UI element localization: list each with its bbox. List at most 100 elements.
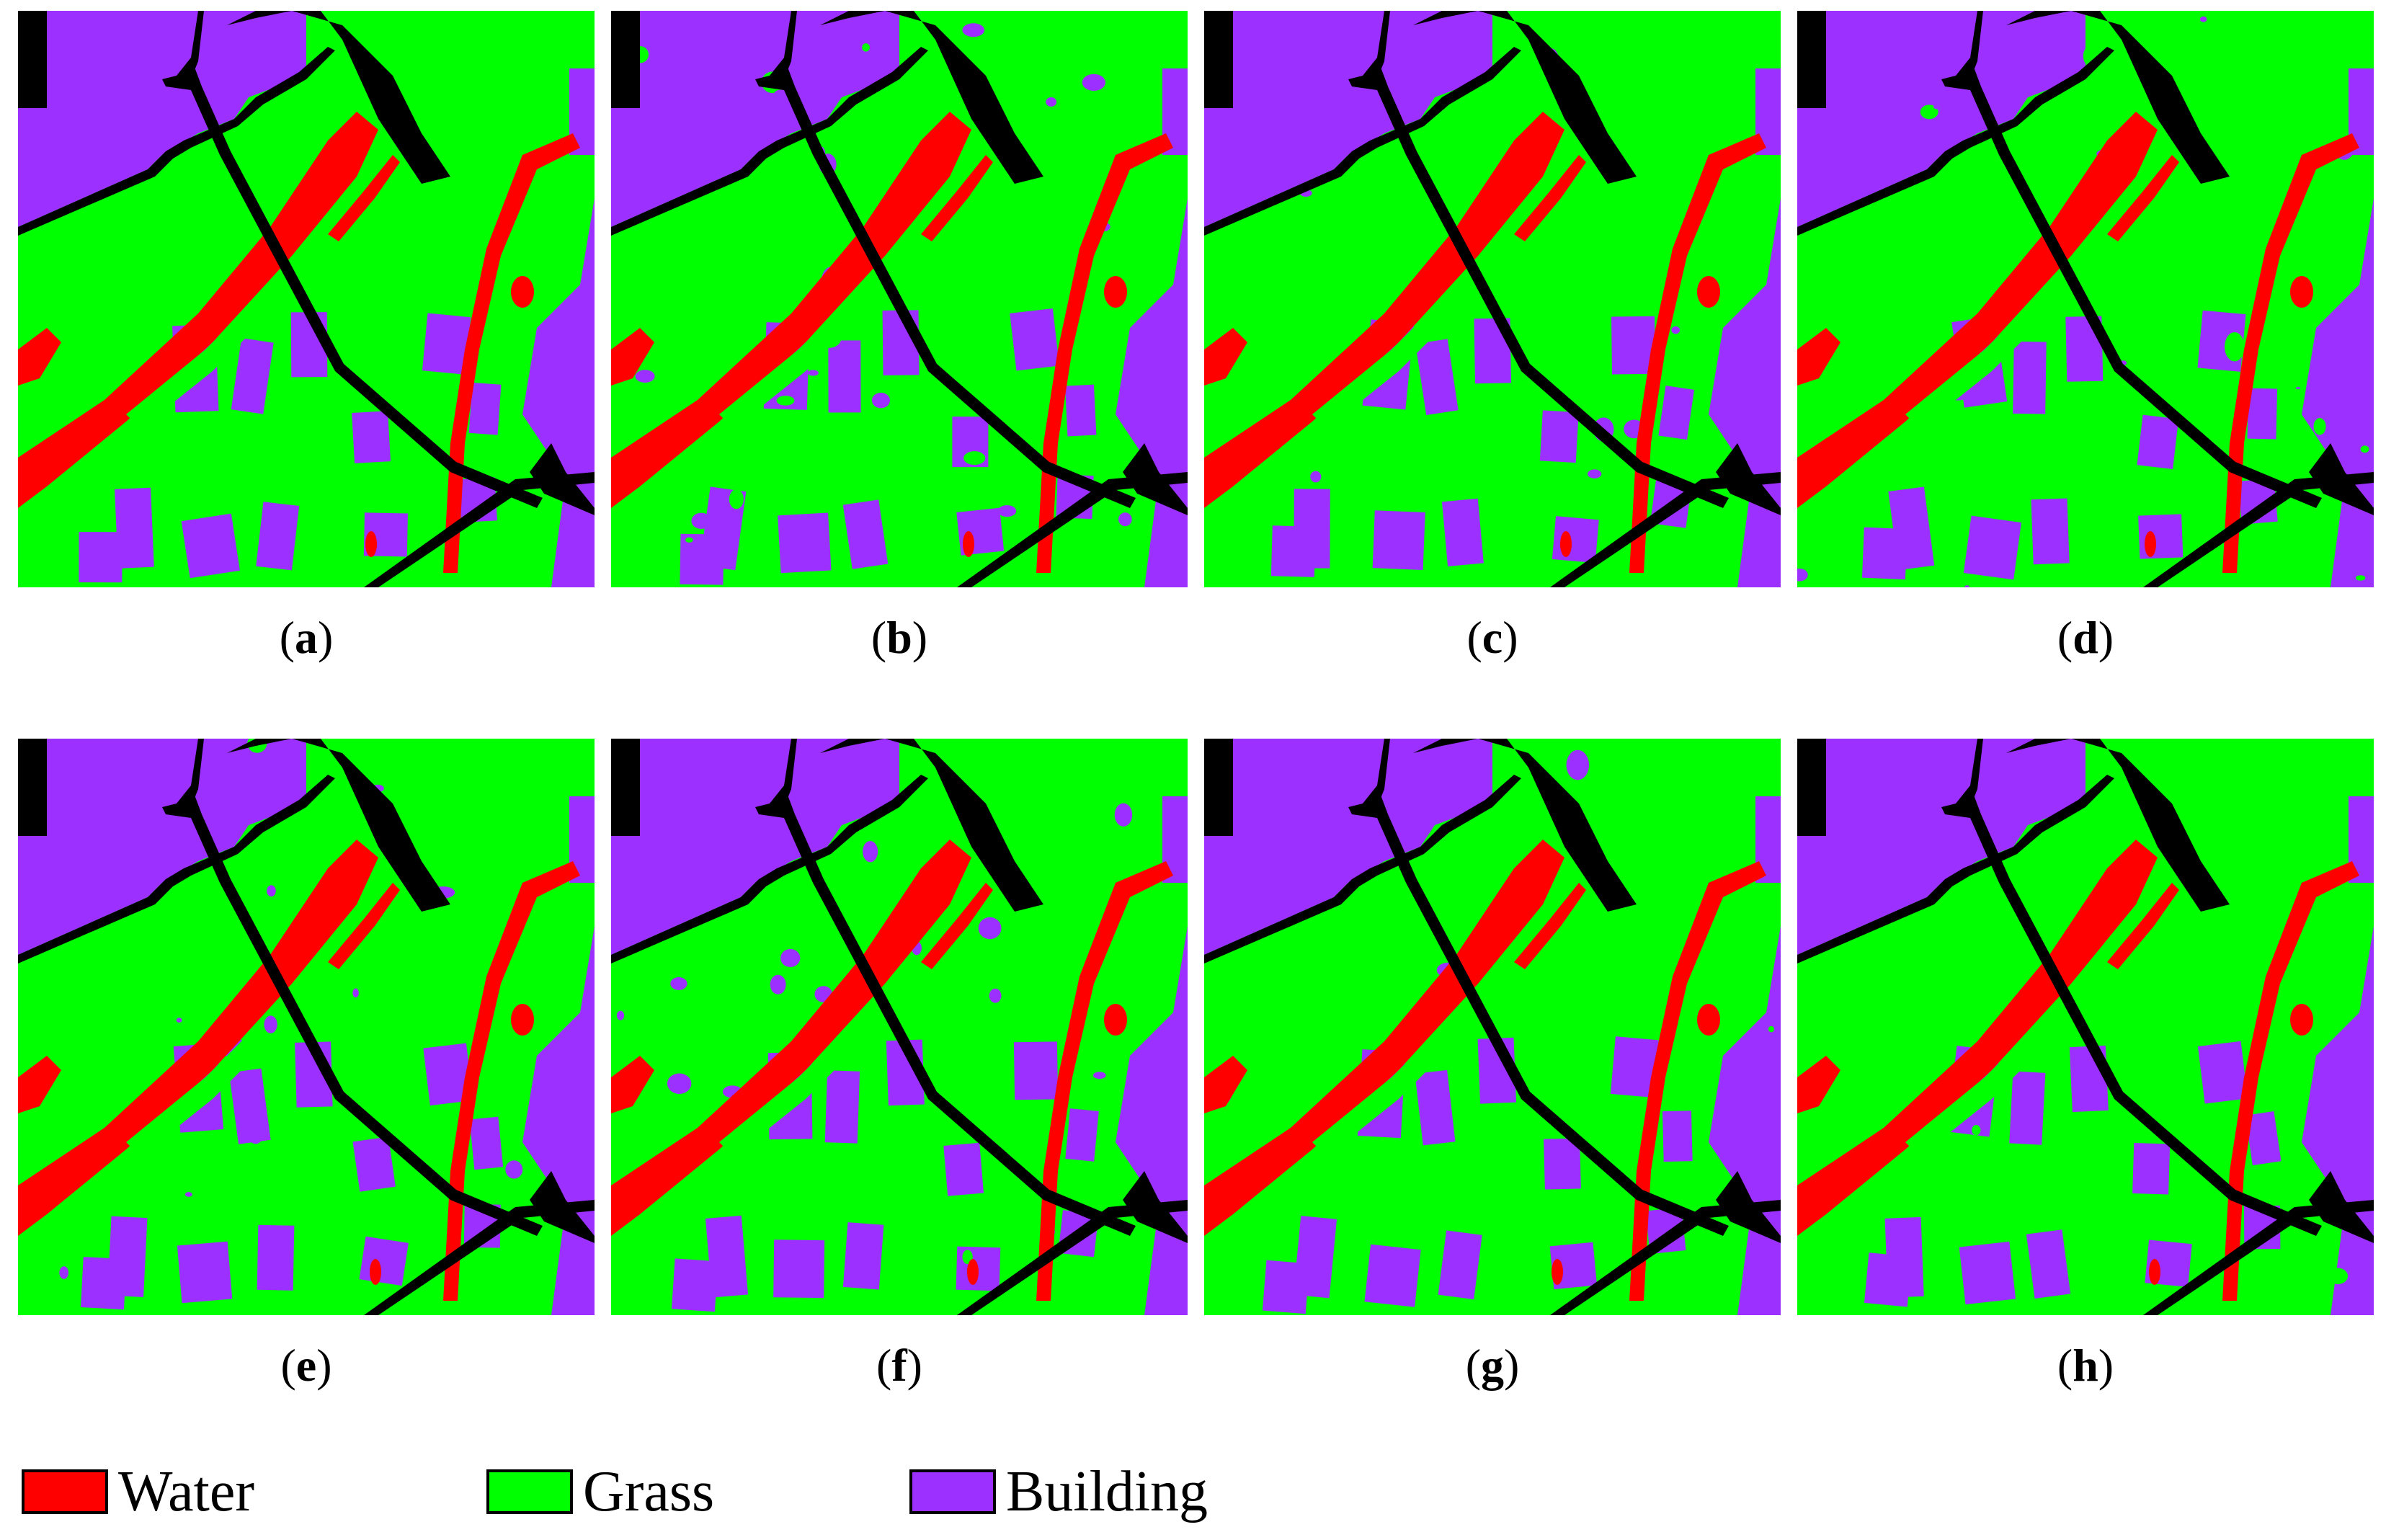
noise-patch	[267, 885, 276, 897]
building-region	[1963, 515, 2021, 580]
building-region	[1662, 1111, 1693, 1162]
noise-patch	[184, 1192, 192, 1197]
noise-patch	[1310, 471, 1322, 483]
noise-patch	[1114, 803, 1133, 827]
noise-patch	[2328, 1268, 2349, 1284]
road	[611, 47, 928, 236]
road	[1797, 11, 1826, 108]
road	[530, 1171, 595, 1243]
noise-patch	[2278, 63, 2286, 67]
panel-b-map	[611, 11, 1188, 587]
noise-patch	[616, 1010, 625, 1020]
noise-patch	[1450, 339, 1472, 357]
building-region	[1539, 410, 1579, 463]
panel-d	[1797, 11, 2374, 587]
panel-d-map	[1797, 11, 2374, 587]
road	[18, 739, 47, 836]
building-region	[1415, 339, 1459, 416]
building-region	[1544, 1138, 1581, 1190]
panel-g-map	[1204, 739, 1781, 1315]
stream	[1514, 155, 1586, 241]
caption-c: (c)	[1466, 612, 1518, 663]
noise-patch	[214, 776, 236, 790]
noise-patch	[611, 896, 619, 912]
noise-patch	[505, 1160, 523, 1179]
noise-patch	[667, 1073, 692, 1094]
road	[611, 775, 928, 963]
road	[2309, 1171, 2374, 1243]
building-region	[1064, 384, 1097, 437]
noise-patch	[2295, 386, 2301, 390]
building-region	[1204, 739, 1492, 955]
panel-h-map	[1797, 739, 2374, 1315]
building-region	[1204, 11, 1492, 227]
road	[755, 785, 1136, 1236]
building-region	[352, 1136, 396, 1192]
noise-patch	[2313, 418, 2326, 435]
stream	[1204, 328, 1247, 386]
stream	[2107, 883, 2179, 969]
noise-patch	[1093, 1072, 1106, 1080]
river	[18, 112, 378, 508]
pond	[2145, 531, 2156, 557]
noise-patch	[732, 79, 745, 99]
noise-patch	[2355, 575, 2366, 581]
noise-patch	[1835, 100, 1841, 107]
building-region	[2197, 1041, 2248, 1104]
legend-label-building: Building	[1006, 1459, 1208, 1523]
building-region	[1372, 510, 1425, 570]
noise-patch	[871, 392, 891, 409]
river-island	[126, 299, 270, 429]
noise-patch	[246, 1118, 264, 1144]
panel-b	[611, 11, 1188, 587]
noise-patch	[997, 505, 1017, 517]
noise-patch	[1306, 890, 1314, 894]
building-region	[1861, 527, 1908, 580]
caption-e: (e)	[280, 1340, 332, 1391]
noise-patch	[1972, 1125, 1981, 1136]
noise-patch	[1066, 1166, 1088, 1198]
river	[611, 112, 971, 508]
building-region	[181, 513, 240, 579]
panel-f-map	[611, 739, 1188, 1315]
pond	[1560, 531, 1572, 557]
building-region	[1364, 1244, 1421, 1307]
river	[1204, 840, 1564, 1236]
building-region	[79, 532, 123, 583]
pond	[511, 1004, 534, 1036]
noise-patch	[789, 1113, 796, 1117]
legend-label-water: Water	[118, 1459, 254, 1523]
noise-patch	[669, 486, 675, 493]
caption-d: (d)	[2057, 612, 2114, 663]
noise-patch	[963, 451, 986, 466]
building-region	[231, 338, 274, 414]
noise-patch	[1797, 568, 1808, 582]
road	[1963, 739, 1983, 807]
noise-patch	[1046, 97, 1057, 107]
road	[1797, 47, 2114, 236]
building-region	[1415, 1069, 1456, 1146]
building-region	[1065, 1108, 1099, 1162]
building-region	[1270, 525, 1316, 577]
river-island	[1905, 299, 2049, 429]
noise-patch	[1588, 469, 1602, 479]
noise-patch	[770, 974, 786, 994]
noise-patch	[2225, 331, 2245, 362]
stream	[921, 883, 993, 969]
noise-patch	[670, 977, 687, 990]
river	[611, 840, 971, 1236]
legend-label-grass: Grass	[583, 1459, 715, 1523]
pond	[1552, 1259, 1563, 1285]
building-region	[115, 487, 154, 569]
river	[1797, 112, 2158, 508]
noise-patch	[989, 435, 999, 444]
noise-patch	[1396, 906, 1406, 915]
noise-patch	[1585, 943, 1597, 952]
building-region	[256, 502, 300, 571]
panel-h	[1797, 739, 2374, 1315]
river-island	[126, 1027, 270, 1157]
noise-patch	[809, 975, 816, 980]
pond	[365, 531, 377, 557]
road	[1204, 739, 1233, 836]
noise-patch	[1089, 1027, 1098, 1033]
